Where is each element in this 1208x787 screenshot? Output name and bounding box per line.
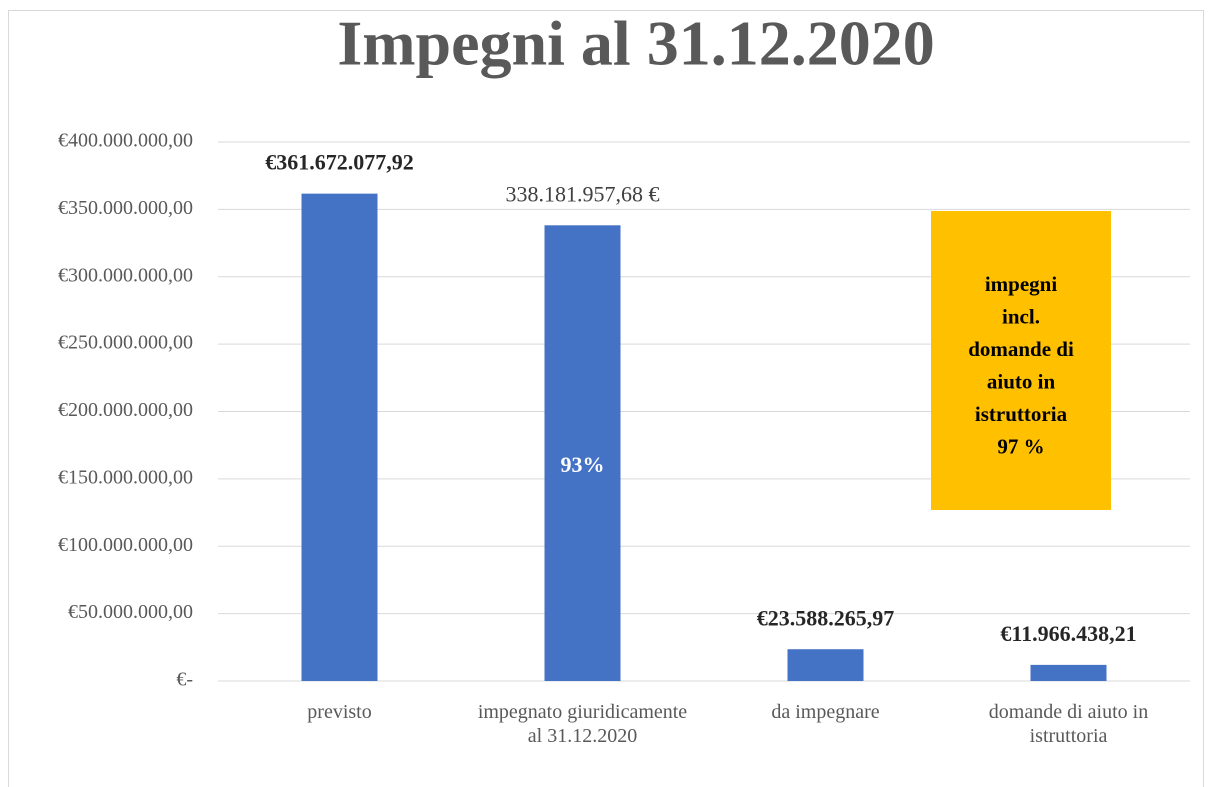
annotation-text: impegni <box>985 272 1058 296</box>
value-label: 338.181.957,68 € <box>506 181 660 206</box>
bar <box>1030 664 1107 681</box>
y-tick-label: €350.000.000,00 <box>58 197 193 219</box>
bar-annotation: 93% <box>561 452 605 477</box>
y-tick-label: €100.000.000,00 <box>58 534 193 556</box>
bar <box>544 225 621 681</box>
x-tick-label: domande di aiuto in istruttoria <box>988 701 1149 747</box>
annotation-text: istruttoria <box>975 402 1068 426</box>
y-tick-label: €150.000.000,00 <box>58 466 193 488</box>
chart-title: Impegni al 31.12.2020 <box>337 8 934 79</box>
y-tick-label: €300.000.000,00 <box>58 264 193 286</box>
annotation-box <box>931 211 1111 510</box>
chart-border <box>8 10 1204 787</box>
value-label: €361.672.077,92 <box>265 150 414 175</box>
value-label: €11.966.438,21 <box>1000 621 1136 646</box>
annotation-text: domande di <box>968 337 1074 361</box>
annotation-text: incl. <box>1002 304 1040 328</box>
y-tick-label: €250.000.000,00 <box>58 332 193 354</box>
y-tick-label: €- <box>176 669 193 691</box>
annotation-text: 97 % <box>997 434 1044 458</box>
x-tick-label: da impegnare <box>771 701 880 723</box>
bar <box>301 193 378 681</box>
x-tick-label: previsto <box>307 701 372 723</box>
value-label: €23.588.265,97 <box>757 605 895 630</box>
bar <box>787 649 864 681</box>
annotation-text: aiuto in <box>987 369 1056 393</box>
y-tick-label: €400.000.000,00 <box>58 130 193 152</box>
y-tick-label: €50.000.000,00 <box>68 601 193 623</box>
y-tick-label: €200.000.000,00 <box>58 399 193 421</box>
x-tick-label: impegnato giuridicamente al 31.12.2020 <box>477 701 688 747</box>
